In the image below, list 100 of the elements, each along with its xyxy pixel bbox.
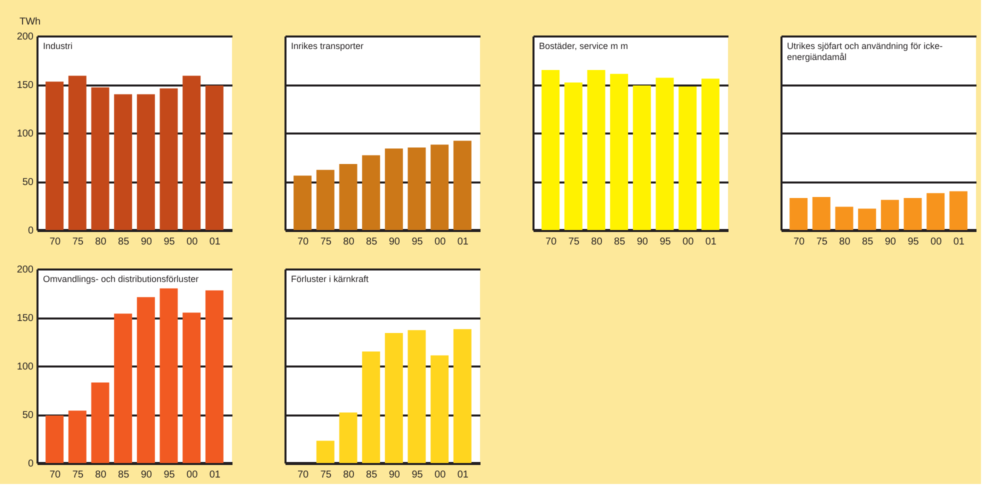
bar [904,198,922,230]
bar [408,148,426,230]
text: Bostäder, service m m [539,41,628,51]
bar [316,170,334,230]
x-tick-label: 95 [164,470,176,480]
x-tick-label: 70 [546,236,558,248]
x-tick-label: 80 [839,236,851,248]
bar [453,140,472,230]
bar [656,78,674,230]
x-tick-label: 01 [953,236,965,248]
bar [790,198,808,230]
x-tick-label: 75 [568,236,580,248]
bar [858,208,876,230]
bar [835,206,854,230]
x-tick-label: 90 [636,236,648,248]
bar [339,412,358,463]
x-tick-label: 75 [816,236,828,248]
text: Inrikes transporter [291,41,364,51]
y-tick-label: 100 [16,362,34,372]
bar [91,87,110,230]
x-tick-label: 01 [209,470,221,480]
bar [880,200,899,230]
y-tick-label: 0 [28,458,34,470]
x-tick-label: 00 [434,470,446,480]
x-tick-label: 75 [320,470,332,480]
x-tick-label: 80 [95,470,107,480]
bar [949,191,968,230]
bar [316,440,334,463]
text: Industri [43,41,73,51]
y-tick-label: 150 [16,80,34,91]
bar [160,288,178,463]
bar [430,355,449,463]
bar [408,330,426,463]
bar [632,85,651,230]
x-tick-label: 00 [186,470,198,480]
x-tick-label: 01 [457,236,469,248]
x-tick-label: 75 [72,236,84,248]
x-tick-label: 95 [412,470,424,480]
bar [384,333,403,463]
bar [339,164,358,230]
bar [91,382,110,463]
x-tick-label: 85 [366,470,378,480]
bar [182,76,201,230]
x-tick-label: 90 [388,236,400,248]
bar [136,94,155,230]
x-tick-label: 95 [908,236,920,248]
x-tick-label: 70 [298,470,310,480]
y-tick-label: 150 [16,313,34,324]
bar [812,197,830,230]
bar [587,70,606,230]
x-tick-label: 85 [118,470,130,480]
x-tick-label: 80 [343,236,355,248]
bar [430,144,449,230]
x-tick-label: 70 [794,236,806,248]
x-tick-label: 01 [209,236,221,248]
x-tick-label: 70 [298,236,310,248]
bar [542,70,560,230]
x-tick-label: 85 [366,236,378,248]
bar [46,415,64,463]
bar [384,148,403,230]
y-tick-label: 0 [28,226,34,236]
text: Utrikes sjöfart och användning för icke-energiändamål [787,41,943,62]
bar [362,351,380,463]
y-tick-label: 100 [16,128,34,140]
x-tick-label: 80 [591,236,603,248]
y-tick-label: 200 [16,32,34,42]
bar [114,314,132,463]
x-tick-label: 80 [95,236,107,248]
x-tick-label: 80 [343,470,355,480]
x-tick-label: 95 [660,236,672,248]
bar [205,85,224,230]
x-tick-label: 70 [50,236,62,248]
bar [610,74,628,230]
x-tick-label: 00 [186,236,198,248]
x-tick-label: 01 [705,236,717,248]
x-tick-label: 95 [412,236,424,248]
x-tick-label: 90 [388,470,400,480]
bar [68,76,86,230]
bar [294,176,312,230]
x-tick-label: 90 [140,236,152,248]
x-tick-label: 95 [164,236,176,248]
x-tick-label: 00 [930,236,942,248]
bar [564,82,582,230]
bar [362,155,380,230]
bar [136,297,155,463]
x-tick-label: 01 [457,470,469,480]
y-tick-label: 200 [16,264,34,276]
bar [114,94,132,230]
x-tick-label: 85 [862,236,874,248]
x-tick-label: 70 [50,470,62,480]
bar [160,88,178,230]
bar [68,410,86,463]
x-tick-label: 00 [434,236,446,248]
text: Omvandlings- och distributionsförluster [43,274,199,284]
x-tick-label: 90 [140,470,152,480]
x-tick-label: 85 [614,236,626,248]
x-tick-label: 75 [320,236,332,248]
x-tick-label: 85 [118,236,130,248]
bar [46,82,64,230]
x-tick-label: 90 [884,236,896,248]
